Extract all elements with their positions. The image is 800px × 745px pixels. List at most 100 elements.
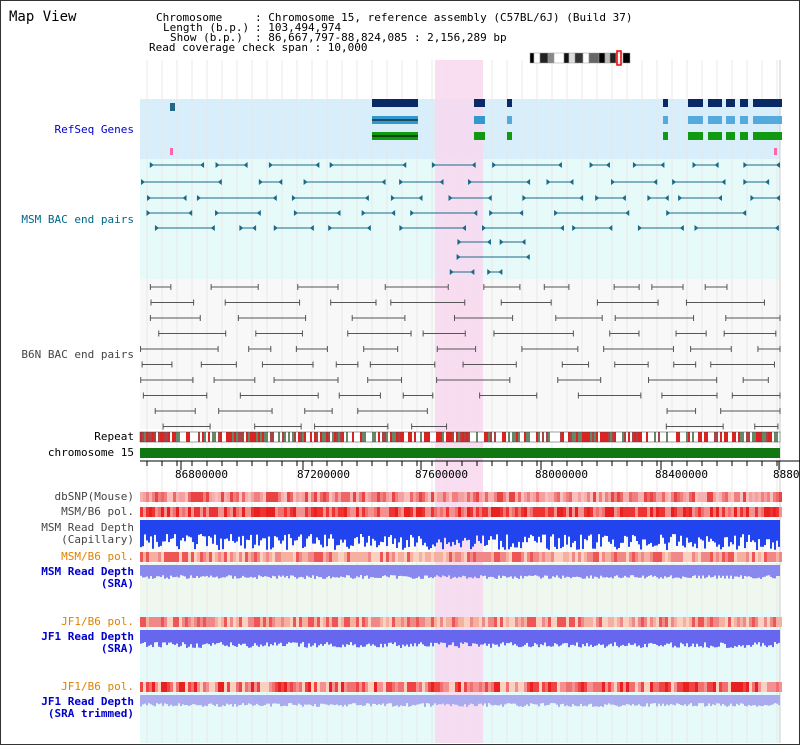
read-depth-bar <box>244 630 246 644</box>
read-depth-bar <box>726 630 728 648</box>
msm-depth-capillary-label[interactable]: MSM Read Depth <box>41 521 134 534</box>
read-depth-bar <box>228 630 230 647</box>
polymorphism-cell <box>287 682 290 692</box>
repeat-element <box>408 432 410 442</box>
read-depth-bar <box>748 520 750 535</box>
snp-density-cell <box>677 492 680 502</box>
polymorphism-cell <box>392 682 395 692</box>
read-depth-bar <box>680 520 682 536</box>
read-depth-bar <box>714 520 716 543</box>
polymorphism-cell <box>569 617 572 627</box>
jf1-depth-label[interactable]: JF1 Read Depth <box>41 630 134 643</box>
bac-end-marker <box>519 210 524 216</box>
repeat-element <box>520 432 522 442</box>
read-depth-bar <box>476 630 478 645</box>
read-depth-bar <box>178 630 180 647</box>
msm-b6-pol2-label[interactable]: MSM/B6 pol. <box>61 550 134 563</box>
read-depth-bar <box>578 695 580 707</box>
polymorphism-cell <box>446 617 449 627</box>
refseq-genes-label[interactable]: RefSeq Genes <box>54 123 134 136</box>
read-depth-bar <box>246 695 248 705</box>
polymorphism-cell <box>383 682 386 692</box>
polymorphism-cell <box>674 552 677 562</box>
polymorphism-cell <box>605 507 608 517</box>
read-depth-bar <box>238 695 240 706</box>
polymorphism-cell <box>764 552 767 562</box>
read-depth-bar <box>510 695 512 704</box>
read-depth-bar <box>160 630 162 648</box>
polymorphism-cell <box>449 552 452 562</box>
polymorphism-cell <box>767 682 770 692</box>
polymorphism-cell <box>770 552 773 562</box>
polymorphism-cell <box>365 682 368 692</box>
jf1-b6-pol2-label[interactable]: JF1/B6 pol. <box>61 680 134 693</box>
polymorphism-cell <box>143 552 146 562</box>
read-depth-bar <box>156 565 158 577</box>
repeat-element <box>540 432 542 442</box>
read-depth-bar <box>696 565 698 579</box>
jf1-b6-pol-label[interactable]: JF1/B6 pol. <box>61 615 134 628</box>
polymorphism-cell <box>236 552 239 562</box>
polymorphism-cell <box>584 507 587 517</box>
read-depth-bar <box>336 695 338 705</box>
read-depth-bar <box>478 695 480 704</box>
repeat-element <box>506 432 508 442</box>
read-depth-bar <box>190 695 192 706</box>
read-depth-bar <box>212 520 214 544</box>
polymorphism-cell <box>224 682 227 692</box>
snp-density-cell <box>764 492 767 502</box>
read-depth-bar <box>606 520 608 536</box>
read-depth-bar <box>588 630 590 647</box>
read-depth-bar <box>234 630 236 647</box>
msm-depth-sra-label[interactable]: MSM Read Depth <box>41 565 134 578</box>
read-depth-bar <box>592 630 594 647</box>
polymorphism-cell <box>497 507 500 517</box>
polymorphism-cell <box>476 617 479 627</box>
page-title: Map View <box>9 9 77 25</box>
msm-bac-label[interactable]: MSM BAC end pairs <box>21 213 134 226</box>
polymorphism-cell <box>695 507 698 517</box>
bac-end-marker <box>717 195 722 201</box>
polymorphism-cell <box>506 507 509 517</box>
read-depth-bar <box>612 630 614 647</box>
b6n-bac-label[interactable]: B6N BAC end pairs <box>21 348 134 361</box>
read-depth-bar <box>168 695 170 707</box>
read-depth-bar <box>254 520 256 545</box>
read-depth-bar <box>580 520 582 535</box>
gene-feature <box>663 99 668 107</box>
repeat-element <box>386 432 388 442</box>
read-depth-bar <box>410 630 412 644</box>
read-depth-bar <box>560 520 562 549</box>
read-depth-bar <box>718 695 720 704</box>
msm-b6-pol-label[interactable]: MSM/B6 pol. <box>61 505 134 518</box>
read-depth-bar <box>250 565 252 577</box>
dbsnp-label[interactable]: dbSNP(Mouse) <box>54 490 134 503</box>
read-depth-bar <box>730 630 732 648</box>
repeat-element <box>156 432 158 442</box>
polymorphism-cell <box>713 682 716 692</box>
bac-end-marker <box>721 179 726 185</box>
read-depth-bar <box>210 630 212 646</box>
bac-end-marker <box>439 179 444 185</box>
polymorphism-cell <box>380 682 383 692</box>
read-depth-bar <box>304 520 306 547</box>
polymorphism-cell <box>599 617 602 627</box>
read-depth-bar <box>592 520 594 549</box>
read-depth-bar <box>620 695 622 707</box>
read-depth-bar <box>176 520 178 547</box>
read-depth-bar <box>630 695 632 706</box>
repeat-element <box>304 432 306 442</box>
read-depth-bar <box>440 565 442 578</box>
bac-end-marker <box>239 225 244 231</box>
jf1-depth-trimmed-label[interactable]: JF1 Read Depth <box>41 695 134 708</box>
repeat-element <box>608 432 610 442</box>
read-depth-bar <box>462 695 464 707</box>
repeat-element <box>398 432 400 442</box>
polymorphism-cell <box>230 507 233 517</box>
polymorphism-cell <box>341 507 344 517</box>
read-depth-bar <box>146 630 148 647</box>
read-depth-bar <box>620 565 622 579</box>
repeat-element <box>224 432 226 442</box>
polymorphism-cell <box>311 552 314 562</box>
